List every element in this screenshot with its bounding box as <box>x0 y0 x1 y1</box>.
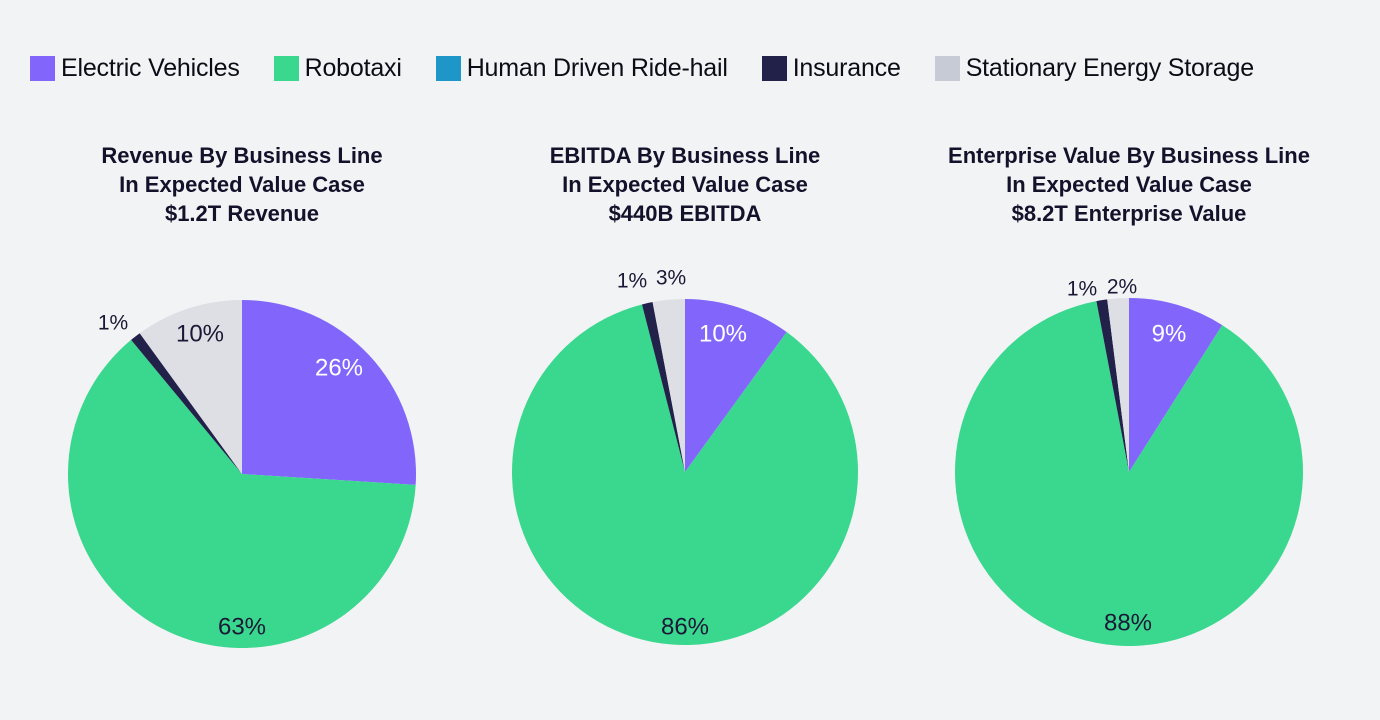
chart-title-line: $440B EBITDA <box>608 201 762 226</box>
pie-slice-1-insurance <box>641 302 685 472</box>
chart-title-line: In Expected Value Case <box>562 172 808 197</box>
legend-label-stationary-energy-storage: Stationary Energy Storage <box>965 54 1254 82</box>
legend-item-human-driven-ride-hail: Human Driven Ride-hail <box>435 54 728 82</box>
chart-title-ebitda: EBITDA By Business Line In Expected Valu… <box>550 141 821 228</box>
legend-item-robotaxi: Robotaxi <box>273 54 402 82</box>
pie-slice-2-stationary-energy-storage <box>1107 298 1129 472</box>
pie-slice-2-electric-vehicles <box>1129 298 1223 472</box>
chart-title-line: In Expected Value Case <box>1006 172 1252 197</box>
chart-title-line: $1.2T Revenue <box>164 201 320 226</box>
pie-svg-2: 9% 88% 1% 2% <box>954 276 1303 647</box>
legend-item-electric-vehicles: Electric Vehicles <box>30 56 240 81</box>
slice-label-1-electric-vehicles: 10% <box>699 321 747 348</box>
slice-label-1-robotaxi: 86% <box>661 614 709 641</box>
legend-item-stationary-energy-storage: Stationary Energy Storage <box>934 54 1254 82</box>
pie-slice-0-electric-vehicles <box>242 300 417 485</box>
legend: Electric Vehicles Robotaxi Human Driven … <box>30 56 1254 81</box>
pie-slice-0-insurance <box>131 333 242 474</box>
slice-label-0-robotaxi: 63% <box>218 614 266 641</box>
pie-svg-1: 10% 86% 1% 3% <box>512 267 859 646</box>
pie-slice-1-robotaxi <box>512 304 859 646</box>
chart-title-enterprise-value: Enterprise Value By Business Line In Exp… <box>948 141 1310 228</box>
slice-label-1-insurance: 1% <box>617 270 647 293</box>
legend-swatch-stationary-energy-storage <box>934 56 960 81</box>
legend-swatch-electric-vehicles <box>30 56 55 81</box>
legend-swatch-robotaxi <box>273 56 299 81</box>
legend-label-human-driven-ride-hail: Human Driven Ride-hail <box>466 54 728 82</box>
pie-svg-0: 26% 63% 1% 10% <box>68 300 417 648</box>
slice-label-0-electric-vehicles: 26% <box>315 355 363 382</box>
pie-slice-0-stationary-energy-storage <box>139 300 242 474</box>
legend-label-electric-vehicles: Electric Vehicles <box>61 54 240 82</box>
chart-title-line: In Expected Value Case <box>119 172 365 197</box>
pie-slice-2-robotaxi <box>954 301 1303 647</box>
pie-slice-1-stationary-energy-storage <box>652 299 685 472</box>
slice-label-2-robotaxi: 88% <box>1104 610 1152 637</box>
pie-slice-1-electric-vehicles <box>685 299 787 472</box>
slice-label-2-electric-vehicles: 9% <box>1152 321 1187 348</box>
pie-chart-enterprise-value: 9% 88% 1% 2% <box>939 262 1319 682</box>
slice-label-0-insurance: 1% <box>98 312 128 335</box>
pie-slice-0-robotaxi <box>68 339 416 648</box>
pie-chart-ebitda: 10% 86% 1% 3% <box>495 262 875 682</box>
legend-swatch-human-driven-ride-hail <box>435 56 461 81</box>
chart-title-line: EBITDA By Business Line <box>549 143 821 168</box>
legend-item-insurance: Insurance <box>761 54 901 82</box>
pie-chart-revenue: 26% 63% 1% 10% <box>52 264 432 684</box>
slice-label-2-stationary-energy-storage: 2% <box>1107 276 1137 299</box>
chart-title-line: $8.2T Enterprise Value <box>1011 201 1247 226</box>
legend-label-robotaxi: Robotaxi <box>304 54 402 82</box>
slice-label-1-stationary-energy-storage: 3% <box>656 267 686 290</box>
chart-title-revenue: Revenue By Business Line In Expected Val… <box>101 141 382 228</box>
chart-title-line: Revenue By Business Line <box>101 143 383 168</box>
legend-label-insurance: Insurance <box>792 54 901 82</box>
chart-title-line: Enterprise Value By Business Line <box>948 143 1310 168</box>
pie-slice-2-insurance <box>1096 299 1129 472</box>
slice-label-2-insurance: 1% <box>1067 278 1097 301</box>
slice-label-0-stationary-energy-storage: 10% <box>176 321 224 348</box>
legend-swatch-insurance <box>761 56 787 81</box>
